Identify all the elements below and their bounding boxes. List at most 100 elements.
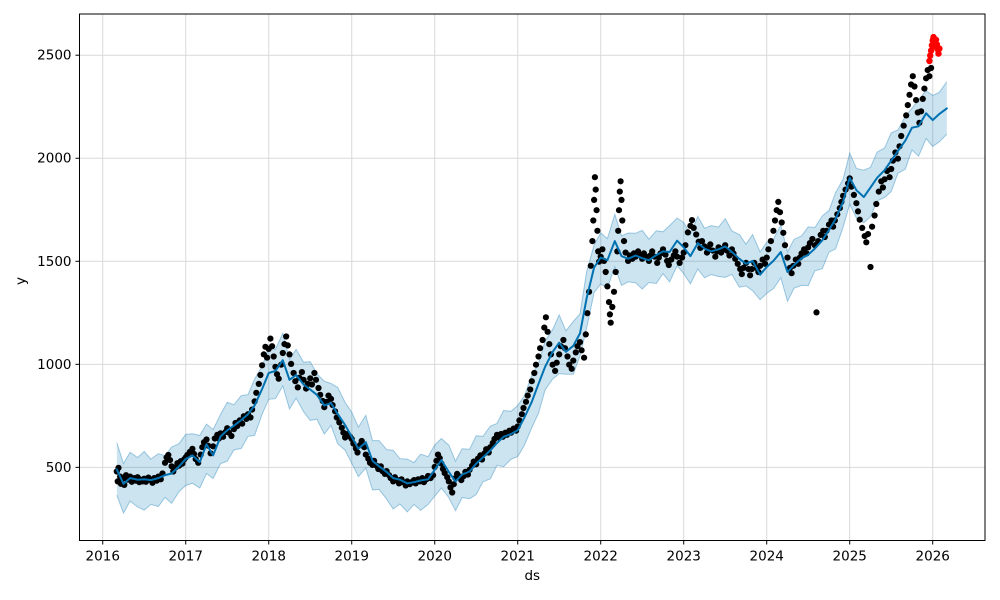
actual-point (284, 342, 291, 349)
actual-point (336, 419, 343, 426)
actual-point (539, 336, 546, 344)
actual-point (864, 231, 872, 238)
actual-point (286, 351, 293, 358)
actual-point (926, 73, 933, 80)
actual-point (445, 478, 452, 485)
actual-point (612, 268, 619, 276)
actual-point (856, 216, 863, 223)
actual-point (679, 254, 686, 261)
actual-point (259, 362, 266, 369)
actual-point (911, 83, 918, 90)
actual-point (853, 200, 860, 207)
actual-point (619, 217, 626, 224)
uncertainty-band-lower-edge (116, 133, 948, 515)
actual-point (605, 299, 613, 306)
y-tick-label: 2000 (37, 151, 71, 167)
x-tick-label: 2017 (169, 549, 203, 565)
x-tick-label: 2023 (667, 549, 701, 565)
actual-point (654, 259, 661, 266)
actual-point (546, 341, 553, 348)
actual-point (292, 378, 299, 385)
actual-point (570, 357, 577, 364)
actual-point (863, 239, 870, 246)
x-tick-label: 2021 (501, 549, 535, 565)
actual-point (604, 283, 611, 290)
actual-point (531, 369, 538, 377)
forecast-line (115, 107, 948, 485)
actual-point (903, 112, 910, 119)
y-axis: 500 1000 1500 2000 2500 (37, 48, 80, 476)
actual-point (599, 246, 606, 253)
actual-point (620, 238, 628, 245)
actual-point (674, 253, 681, 260)
plot-border (79, 13, 986, 541)
actual-point (616, 188, 623, 195)
actual-point (919, 95, 926, 102)
actual-point (450, 481, 457, 488)
actual-point (528, 378, 535, 385)
actual-point (698, 238, 706, 245)
actual-point (894, 155, 902, 162)
actual-point (591, 196, 598, 203)
actual-point (765, 246, 772, 253)
actual-point (617, 178, 624, 185)
x-axis: 2016 2017 2018 2019 2020 2021 2022 2023 2024 2025… (86, 540, 950, 565)
actual-point (327, 395, 335, 402)
actual-point (859, 224, 866, 231)
actual-point (672, 248, 679, 255)
actual-point (166, 457, 174, 464)
actual-point (763, 254, 770, 261)
actual-point (688, 217, 696, 224)
actual-point (684, 229, 692, 236)
x-tick-label: 2016 (86, 549, 120, 565)
y-axis-label: y (13, 277, 29, 285)
actual-point (649, 248, 656, 255)
actual-point (161, 459, 169, 466)
actual-point (873, 200, 880, 208)
actual-point (676, 259, 683, 266)
actual-point (898, 132, 905, 140)
actual-point (770, 227, 777, 234)
x-tick-label: 2025 (833, 549, 867, 565)
actual-point (203, 436, 210, 443)
actual-point (267, 335, 274, 342)
actual-point (524, 392, 531, 399)
actual-point (228, 432, 235, 440)
actual-point (578, 347, 585, 354)
actual-point (593, 207, 600, 214)
actual-point (757, 262, 764, 269)
actual-point (780, 229, 787, 236)
actual-point (308, 381, 315, 388)
actual-point (913, 97, 920, 104)
actual-point (879, 184, 887, 191)
actual-point (747, 272, 754, 279)
actual-point (809, 235, 816, 243)
actual-point (576, 339, 584, 346)
actual-point (312, 376, 320, 383)
actual-point (665, 261, 672, 269)
actual-point (307, 375, 314, 382)
actual-point (535, 353, 542, 360)
uncertainty-band-upper-edge (116, 81, 948, 465)
actual-point (615, 207, 623, 214)
actual-point (875, 188, 882, 195)
actual-point (748, 266, 755, 273)
actual-point (564, 353, 571, 360)
actual-point (606, 311, 614, 318)
anomaly-point (936, 45, 943, 52)
actual-point (556, 351, 563, 358)
actual-point (270, 353, 277, 360)
x-tick-label: 2024 (750, 549, 784, 565)
actual-point (581, 354, 588, 361)
actual-point (871, 212, 878, 219)
actual-point (928, 64, 935, 72)
actual-point (867, 263, 874, 271)
actual-point (449, 489, 456, 496)
actual-point (788, 270, 795, 277)
actual-point (618, 196, 625, 203)
actual-point (537, 345, 544, 352)
actual-point (311, 369, 318, 377)
actual-point (264, 354, 271, 361)
